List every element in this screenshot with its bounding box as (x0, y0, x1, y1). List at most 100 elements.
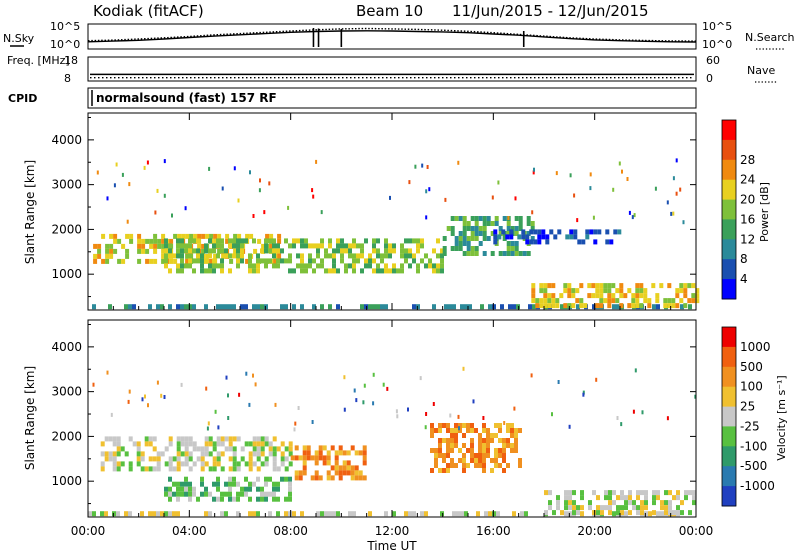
scatter-point (533, 167, 535, 172)
scatter-cell (216, 461, 221, 467)
scatter-cell (392, 243, 396, 249)
scatter-cell (336, 248, 340, 254)
scatter-cell (568, 495, 572, 501)
scatter-cell (572, 510, 576, 516)
scatter-cell (434, 448, 438, 453)
scatter-cell (240, 258, 244, 264)
scatter-cell (368, 263, 372, 269)
scatter-point (670, 211, 673, 216)
scatter-cell (338, 445, 343, 451)
scatter-point (171, 213, 173, 218)
scatter-cell (436, 253, 440, 259)
scatter-point (263, 210, 266, 215)
scatter-cell (620, 510, 624, 516)
scatter-cell (310, 455, 315, 461)
scatter-cell (494, 221, 499, 226)
scatter-cell (668, 500, 672, 506)
scatter-cell (679, 288, 684, 294)
scatter-cell (502, 443, 506, 448)
scatter-cell (420, 238, 424, 244)
scatter-cell (228, 491, 232, 497)
scatter-cell (466, 448, 470, 453)
scatter-cell (188, 258, 192, 264)
scatter-cell (93, 253, 98, 259)
scatter-cell (200, 476, 204, 482)
scatter-cell (224, 511, 228, 517)
scatter-cell (667, 303, 672, 309)
scatter-cell (488, 304, 492, 310)
scatter-cell (136, 456, 141, 462)
scatter-cell (125, 253, 130, 259)
scatter-cell (208, 436, 213, 442)
scatter-cell (627, 288, 632, 294)
scatter-cell (486, 216, 491, 221)
scatter-point (621, 169, 623, 174)
scatter-cell (306, 455, 311, 461)
scatter-cell (564, 500, 568, 506)
scatter-cell (424, 253, 428, 259)
scatter-cell (632, 500, 636, 506)
scatter-cell (446, 428, 450, 433)
scatter-cell (593, 239, 598, 245)
scatter-point (457, 160, 460, 165)
scatter-cell (124, 304, 128, 310)
scatter-point (343, 375, 346, 380)
scatter-cell (288, 446, 293, 452)
scatter-cell (446, 443, 450, 448)
scatter-cell (616, 304, 620, 310)
scatter-cell (168, 243, 172, 249)
scatter-point (386, 386, 389, 391)
scatter-cell (200, 268, 204, 274)
scatter-cell (543, 293, 548, 299)
scatter-cell (256, 486, 260, 492)
scatter-cell (660, 500, 664, 506)
scatter-cell (478, 453, 482, 458)
scatter-cell (288, 481, 292, 487)
scatter-cell (184, 436, 189, 442)
scatter-cell (482, 463, 486, 468)
scatter-cell (180, 451, 185, 457)
scatter-cell (478, 241, 483, 246)
nsky-line (87, 30, 697, 43)
scatter-cell (470, 448, 474, 453)
scatter-cell (268, 511, 272, 517)
scatter-point (612, 187, 615, 192)
scatter-cell (298, 470, 303, 476)
scatter-cell (454, 423, 458, 428)
scatter-cell (208, 263, 212, 269)
scatter-cell (176, 243, 180, 249)
scatter-cell (500, 304, 504, 310)
scatter-cell (224, 491, 228, 497)
scatter-cell (521, 234, 526, 240)
scatter-cell (450, 458, 454, 463)
scatter-cell (576, 304, 580, 310)
scatter-cell (300, 258, 304, 264)
scatter-cell (644, 490, 648, 496)
scatter-cell (248, 496, 252, 502)
scatter-cell (436, 238, 440, 244)
scatter-cell (157, 238, 162, 244)
scatter-cell (228, 304, 232, 310)
colorbar-segment (722, 386, 736, 408)
scatter-cell (591, 283, 596, 289)
scatter-cell (112, 511, 116, 517)
scatter-point (675, 158, 678, 163)
scatter-cell (292, 511, 296, 517)
scatter-cell (300, 511, 304, 517)
scatter-cell (462, 241, 467, 246)
scatter-cell (172, 253, 176, 259)
scatter-cell (290, 455, 295, 461)
scatter-cell (474, 236, 479, 241)
scatter-cell (656, 490, 660, 496)
scatter-cell (372, 268, 376, 274)
scatter-cell (348, 253, 352, 259)
scatter-cell (432, 248, 436, 254)
scatter-cell (464, 511, 468, 517)
scatter-cell (493, 229, 498, 235)
scatter-cell (434, 428, 438, 433)
scatter-cell (695, 293, 700, 299)
scatter-point (424, 425, 427, 430)
scatter-cell (300, 253, 304, 259)
scatter-cell (478, 433, 482, 438)
